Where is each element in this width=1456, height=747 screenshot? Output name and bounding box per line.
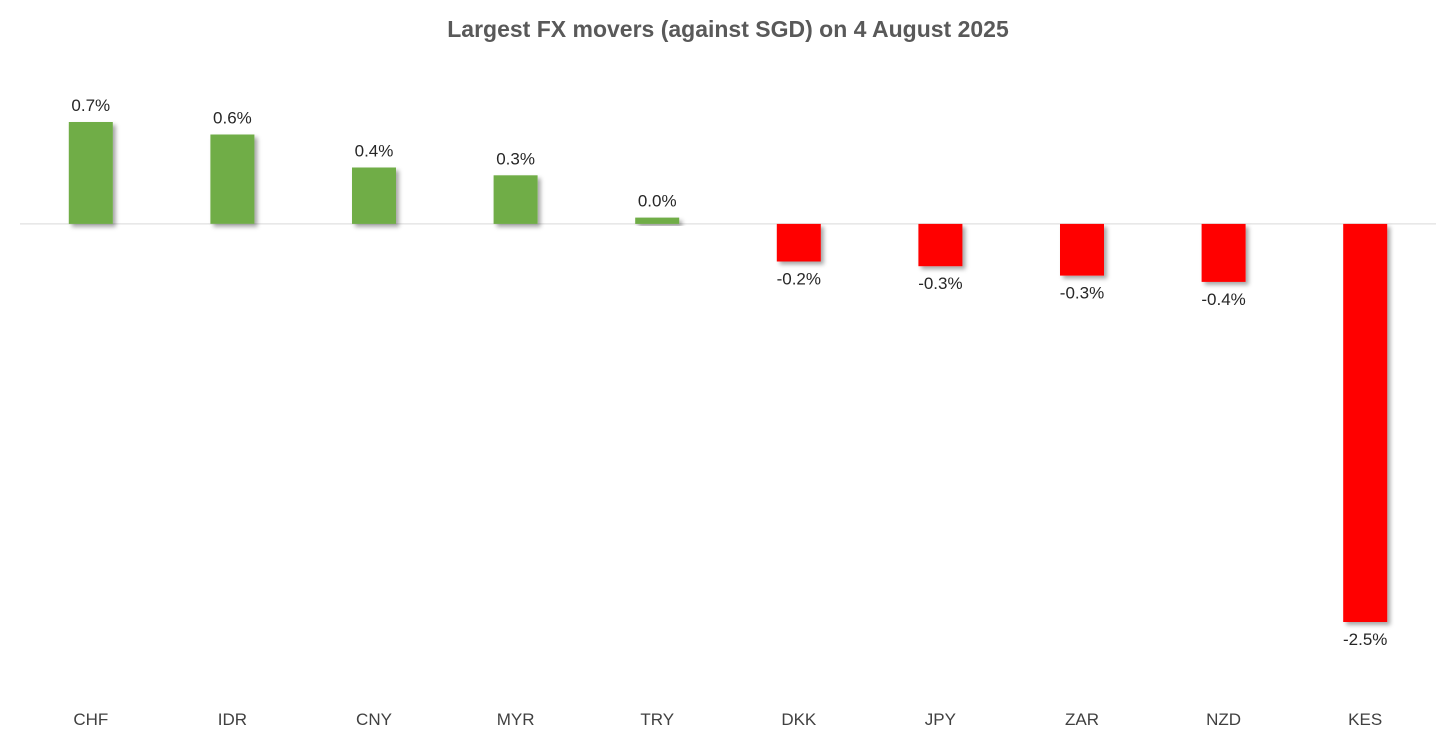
bar-jpy [918,223,963,267]
value-label-myr: 0.3% [496,149,535,168]
value-label-dkk: -0.2% [777,270,821,289]
bar-myr [493,175,538,224]
category-label-chf: CHF [73,710,108,729]
chart-title: Largest FX movers (against SGD) on 4 Aug… [447,16,1009,42]
category-label-jpy: JPY [925,710,956,729]
bar-nzd [1201,223,1246,282]
category-label-idr: IDR [218,710,247,729]
value-label-zar: -0.3% [1060,284,1104,303]
bar-zar [1060,223,1104,276]
value-label-cny: 0.4% [355,142,394,161]
value-label-try: 0.0% [638,192,677,211]
category-label-zar: ZAR [1065,710,1099,729]
value-labels-layer: 0.7% 0.6% 0.4% 0.3% 0.0% -0.2% -0.3% -0.3% -0.4%… [71,96,1387,649]
bar-dkk [776,223,821,262]
category-label-try: TRY [640,710,674,729]
value-label-nzd: -0.4% [1201,290,1245,309]
category-labels-layer: CHF IDR CNY MYR TRY DKK JPY ZAR NZD KES [73,710,1382,729]
value-label-chf: 0.7% [71,96,110,115]
bar-kes [1343,223,1388,622]
category-label-dkk: DKK [781,710,817,729]
value-label-kes: -2.5% [1343,630,1387,649]
category-label-kes: KES [1348,710,1382,729]
bars-layer [68,122,1388,622]
bar-chf [68,122,113,224]
bar-idr [210,134,255,224]
bar-cny [352,167,396,224]
category-label-nzd: NZD [1206,710,1241,729]
category-label-myr: MYR [497,710,535,729]
value-label-idr: 0.6% [213,109,252,128]
value-label-jpy: -0.3% [918,274,962,293]
bar-try [635,217,680,224]
category-label-cny: CNY [356,710,392,729]
